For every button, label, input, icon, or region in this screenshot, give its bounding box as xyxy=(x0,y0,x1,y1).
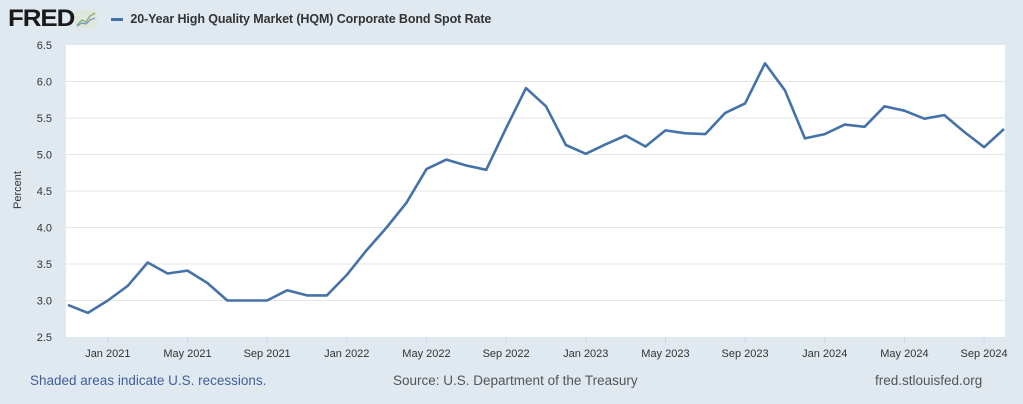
data-point[interactable] xyxy=(802,135,808,141)
legend-swatch xyxy=(111,17,124,21)
fred-logo[interactable]: FRED xyxy=(8,5,75,32)
data-point[interactable] xyxy=(384,225,390,231)
data-point[interactable] xyxy=(742,100,748,106)
data-point[interactable] xyxy=(643,143,649,149)
data-point[interactable] xyxy=(344,272,350,278)
x-tick-label: May 2024 xyxy=(880,348,928,360)
data-point[interactable] xyxy=(543,103,549,109)
data-point[interactable] xyxy=(1001,126,1007,132)
y-tick-label: 3.5 xyxy=(37,259,52,271)
data-point[interactable] xyxy=(463,162,469,168)
recession-note-link[interactable]: Shaded areas indicate U.S. recessions. xyxy=(30,373,267,388)
data-point[interactable] xyxy=(762,60,768,66)
data-point[interactable] xyxy=(105,298,111,304)
source-text: Source: U.S. Department of the Treasury xyxy=(393,373,638,388)
data-point[interactable] xyxy=(364,247,370,253)
y-axis-label: Percent xyxy=(12,171,24,209)
chart-header: FRED 20-Year High Quality Market (HQM) C… xyxy=(8,6,491,32)
x-tick-label: Jan 2022 xyxy=(324,348,369,360)
y-tick-label: 5.5 xyxy=(37,113,52,125)
data-point[interactable] xyxy=(822,131,828,137)
data-point[interactable] xyxy=(125,283,131,289)
x-axis-ticks: Jan 2021 May 2021 Sep 2021 Jan 2022 May 2022… xyxy=(85,337,1008,360)
data-point[interactable] xyxy=(981,144,987,150)
legend-label: 20-Year High Quality Market (HQM) Corpor… xyxy=(130,12,492,26)
x-tick-label: Sep 2022 xyxy=(483,348,530,360)
y-tick-label: 6.5 xyxy=(37,40,52,52)
data-point[interactable] xyxy=(722,110,728,116)
data-point[interactable] xyxy=(862,124,868,130)
y-tick-label: 3.0 xyxy=(37,296,52,308)
data-point[interactable] xyxy=(244,298,250,304)
data-point[interactable] xyxy=(882,103,888,109)
data-point[interactable] xyxy=(184,268,190,274)
data-point[interactable] xyxy=(284,287,290,293)
x-tick-label: May 2023 xyxy=(641,348,689,360)
data-point[interactable] xyxy=(145,260,151,266)
x-tick-label: Jan 2023 xyxy=(563,348,608,360)
data-point[interactable] xyxy=(603,141,609,147)
x-tick-label: Jan 2024 xyxy=(802,348,847,360)
data-point[interactable] xyxy=(204,280,210,286)
data-point[interactable] xyxy=(682,130,688,136)
x-tick-label: Sep 2024 xyxy=(961,348,1008,360)
data-point[interactable] xyxy=(523,85,529,91)
data-point[interactable] xyxy=(583,151,589,157)
data-point[interactable] xyxy=(423,166,429,172)
x-tick-label: Sep 2021 xyxy=(244,348,291,360)
data-point[interactable] xyxy=(85,310,91,316)
data-point[interactable] xyxy=(623,133,629,139)
data-point[interactable] xyxy=(404,200,410,206)
data-point[interactable] xyxy=(224,298,230,304)
y-tick-label: 4.0 xyxy=(37,223,52,235)
y-tick-label: 4.5 xyxy=(37,186,52,198)
data-point[interactable] xyxy=(165,270,171,276)
data-point[interactable] xyxy=(563,142,569,148)
data-point[interactable] xyxy=(443,157,449,163)
data-point[interactable] xyxy=(264,298,270,304)
data-point[interactable] xyxy=(702,131,708,137)
data-point[interactable] xyxy=(901,108,907,114)
data-point[interactable] xyxy=(662,127,668,133)
data-point[interactable] xyxy=(782,87,788,93)
x-tick-label: May 2021 xyxy=(163,348,211,360)
data-point[interactable] xyxy=(483,167,489,173)
data-point[interactable] xyxy=(921,116,927,122)
y-tick-label: 5.0 xyxy=(37,150,52,162)
data-point[interactable] xyxy=(304,292,310,298)
data-point[interactable] xyxy=(961,129,967,135)
gridlines xyxy=(66,81,1005,301)
fred-graph-icon xyxy=(75,10,98,28)
y-tick-label: 6.0 xyxy=(37,77,52,89)
site-link[interactable]: fred.stlouisfed.org xyxy=(875,373,983,388)
y-axis-ticks: 2.5 3.0 3.5 4.0 4.5 5.0 5.5 6.0 6.5 xyxy=(37,40,52,344)
legend[interactable]: 20-Year High Quality Market (HQM) Corpor… xyxy=(111,12,491,26)
data-point[interactable] xyxy=(65,302,71,308)
y-tick-label: 2.5 xyxy=(37,332,52,344)
series-line[interactable] xyxy=(67,62,1005,315)
data-point[interactable] xyxy=(941,112,947,118)
x-tick-label: Sep 2023 xyxy=(722,348,769,360)
data-point[interactable] xyxy=(842,122,848,128)
data-point[interactable] xyxy=(503,125,509,131)
x-tick-label: Jan 2021 xyxy=(85,348,130,360)
data-point[interactable] xyxy=(324,292,330,298)
x-tick-label: May 2022 xyxy=(402,348,450,360)
